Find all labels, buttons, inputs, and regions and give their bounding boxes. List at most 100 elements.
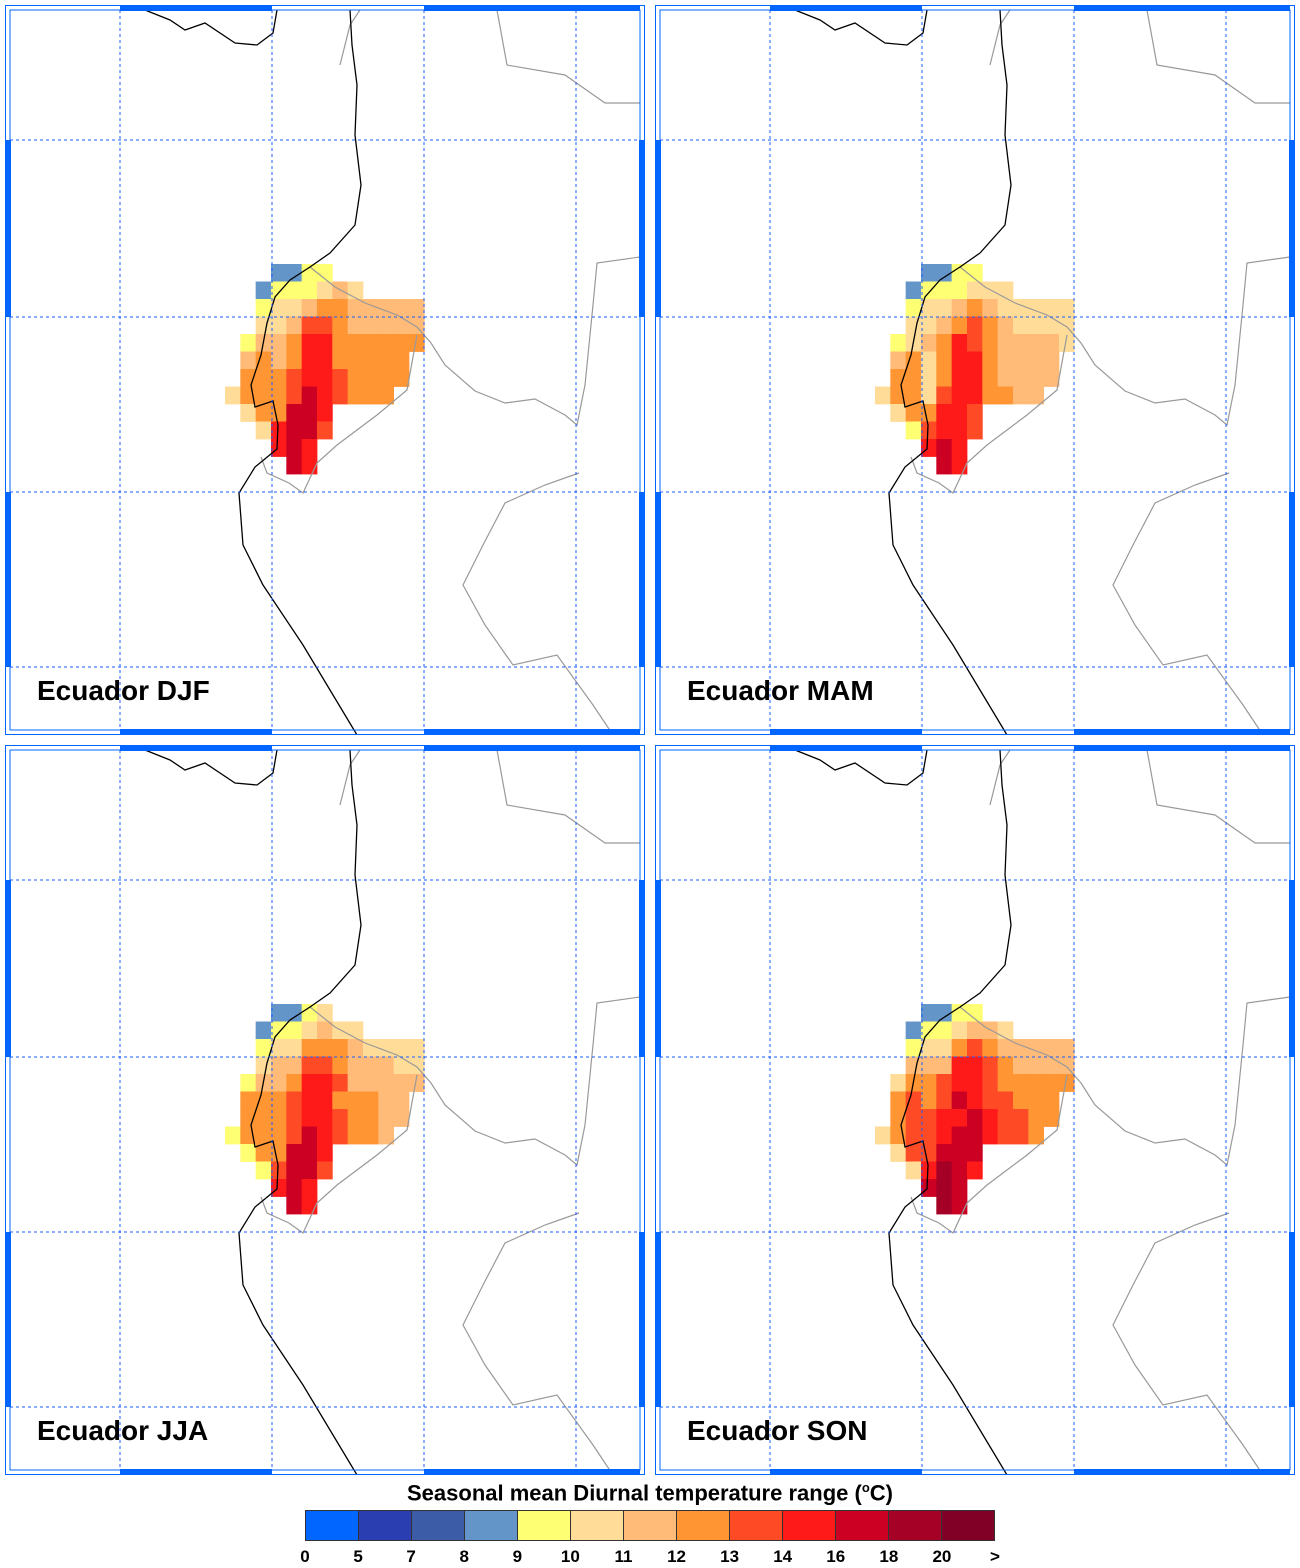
heatmap-cell: [982, 316, 999, 335]
colorbar-tick-label: 16: [826, 1547, 846, 1566]
country-border: [910, 334, 1068, 494]
heatmap-cell: [362, 316, 379, 335]
heatmap-cell: [240, 1091, 257, 1110]
heatmap-cell: [1028, 1056, 1045, 1075]
heatmap-cell: [270, 1021, 287, 1040]
heatmap-cell: [347, 386, 364, 405]
inner-frame: [9, 9, 641, 731]
heatmap-cell: [270, 334, 287, 352]
heatmap-cell: [936, 1161, 953, 1180]
heatmap-cell: [875, 386, 891, 405]
coastline: [794, 749, 928, 786]
heatmap-cell: [301, 264, 318, 282]
colorbar-tick-label: 5: [353, 1547, 363, 1566]
country-border: [260, 1074, 418, 1234]
country-border: [910, 1074, 1068, 1234]
heatmap-cell: [997, 1126, 1014, 1145]
colorbar-swatch: [571, 1511, 624, 1540]
heatmap-cell: [393, 1074, 410, 1092]
heatmap-cell: [362, 351, 379, 370]
country-border: [260, 334, 418, 494]
colorbar-tick-label: 10: [560, 1547, 580, 1566]
heatmap-cell: [362, 1109, 379, 1127]
heatmap-cell: [936, 316, 953, 335]
heatmap-cell: [936, 1039, 953, 1057]
heatmap-cell: [920, 351, 937, 370]
frame-tick-bar: [5, 1232, 11, 1407]
heatmap-cell: [997, 369, 1014, 387]
heatmap-cell: [966, 421, 983, 440]
heatmap-cell: [332, 1091, 349, 1110]
heatmap-cell: [255, 404, 272, 422]
heatmap-cell: [905, 404, 922, 422]
heatmap-cell: [347, 334, 364, 352]
colorbar-swatch: [624, 1511, 677, 1540]
heatmap-cell: [1058, 299, 1075, 317]
heatmap-cell: [255, 421, 272, 440]
heatmap-cell: [936, 1196, 953, 1215]
outer-frame: [655, 745, 1295, 1475]
heatmap-cell: [966, 386, 983, 405]
heatmap-cell: [966, 1039, 983, 1057]
country-border: [959, 256, 1291, 427]
heatmap-cell: [255, 1091, 272, 1110]
inner-frame: [659, 749, 1291, 1471]
heatmap-cell: [905, 316, 922, 335]
heatmap-cell: [378, 369, 395, 387]
frame-tick-bar: [655, 140, 661, 317]
heatmap-cell: [875, 1126, 891, 1145]
heatmap-cell: [951, 1091, 968, 1110]
heatmap-cell: [225, 1126, 241, 1145]
heatmap-cell: [270, 299, 287, 317]
heatmap-cell: [997, 351, 1014, 370]
heatmap-cell: [920, 299, 937, 317]
colorbar: [305, 1510, 995, 1541]
heatmap-cell: [255, 1126, 272, 1145]
heatmap-cell: [408, 316, 425, 335]
heatmap-cell: [270, 1144, 287, 1162]
heatmap-cell: [378, 334, 395, 352]
heatmap-cell: [1012, 1056, 1029, 1075]
heatmap-cell: [920, 1091, 937, 1110]
heatmap-cell: [997, 334, 1014, 352]
heatmap-cell: [905, 369, 922, 387]
heatmap-cell: [1012, 299, 1029, 317]
coastline: [794, 9, 928, 46]
heatmap-cell: [982, 1056, 999, 1075]
heatmap-cell: [301, 334, 318, 352]
frame-tick-bar: [1074, 745, 1290, 751]
heatmap-cell: [936, 1056, 953, 1075]
heatmap-cell: [951, 1004, 968, 1022]
country-border: [1146, 9, 1290, 104]
heatmap-cell: [255, 281, 272, 300]
panel-label: Ecuador MAM: [687, 675, 874, 706]
heatmap-cell: [936, 386, 953, 405]
coastline: [238, 749, 362, 1475]
heatmap-cell: [951, 386, 968, 405]
heatmap-cell: [890, 1074, 907, 1092]
heatmap-cell: [1043, 369, 1060, 387]
heatmap-cell: [393, 1109, 410, 1127]
heatmap-cell: [1012, 386, 1029, 405]
heatmap-cell: [378, 1091, 395, 1110]
frame-tick-bar: [770, 729, 922, 735]
heatmap-cell: [951, 1196, 968, 1215]
coastline: [144, 9, 278, 46]
frame-tick-bar: [1289, 1232, 1295, 1407]
colorbar-swatch: [359, 1511, 412, 1540]
heatmap-cell: [936, 1109, 953, 1127]
heatmap-cell: [301, 1039, 318, 1057]
heatmap-cell: [286, 281, 303, 300]
heatmap-cell: [920, 334, 937, 352]
heatmap-cell: [301, 281, 318, 300]
heatmap-cell: [286, 334, 303, 352]
heatmap-cell: [408, 1039, 425, 1057]
heatmap-cell: [332, 1074, 349, 1092]
map-panel-son: Ecuador SON: [655, 745, 1295, 1475]
heatmap-cell: [951, 299, 968, 317]
heatmap-cell: [966, 1021, 983, 1040]
heatmap-cell: [347, 1074, 364, 1092]
heatmap-cell: [286, 386, 303, 405]
heatmap-cell: [286, 299, 303, 317]
heatmap-cell: [936, 1144, 953, 1162]
